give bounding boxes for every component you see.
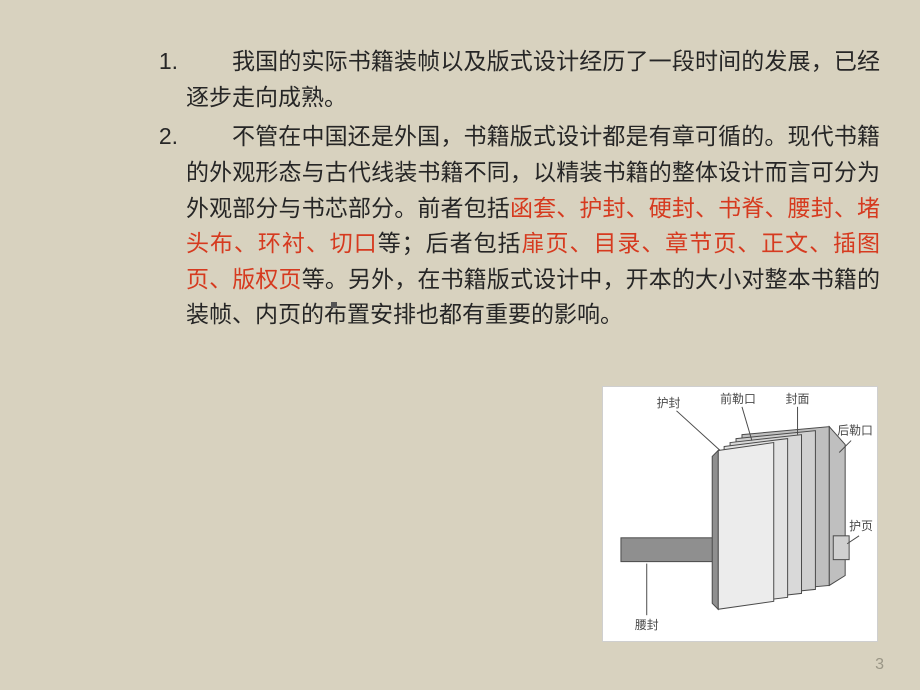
label-hufeng: 护封	[657, 396, 681, 410]
label-yaofeng: 腰封	[635, 618, 659, 632]
label-houleko: 后勒口	[837, 424, 873, 438]
book-svg: 护封 前勒口 封面 后勒口 护页 腰封	[603, 387, 877, 641]
label-huye: 护页	[849, 519, 873, 533]
point-2: 2. 不管在中国还是外国，书籍版式设计都是有章可循的。现代书籍的外观形态与古代线…	[140, 119, 880, 333]
point-2-mid: 等；后者包括	[378, 230, 522, 256]
label-fengmian: 封面	[786, 392, 810, 406]
page-number: 3	[875, 656, 884, 674]
label-qianleko: 前勒口	[720, 392, 756, 406]
book-diagram: 护封 前勒口 封面 后勒口 护页 腰封	[602, 386, 878, 642]
slide-content: 1. 我国的实际书籍装帧以及版式设计经历了一段时间的发展，已经逐步走向成熟。 2…	[140, 44, 880, 337]
point-1-text: 我国的实际书籍装帧以及版式设计经历了一段时间的发展，已经逐步走向成熟。	[186, 44, 880, 115]
points-list: 1. 我国的实际书籍装帧以及版式设计经历了一段时间的发展，已经逐步走向成熟。 2…	[140, 44, 880, 333]
point-2-number: 2.	[140, 119, 178, 155]
point-1-number: 1.	[140, 44, 178, 80]
bullet-dot	[331, 302, 337, 308]
point-2-body: 不管在中国还是外国，书籍版式设计都是有章可循的。现代书籍的外观形态与古代线装书籍…	[186, 119, 880, 333]
point-1: 1. 我国的实际书籍装帧以及版式设计经历了一段时间的发展，已经逐步走向成熟。	[140, 44, 880, 115]
slide: 1. 我国的实际书籍装帧以及版式设计经历了一段时间的发展，已经逐步走向成熟。 2…	[0, 0, 920, 690]
